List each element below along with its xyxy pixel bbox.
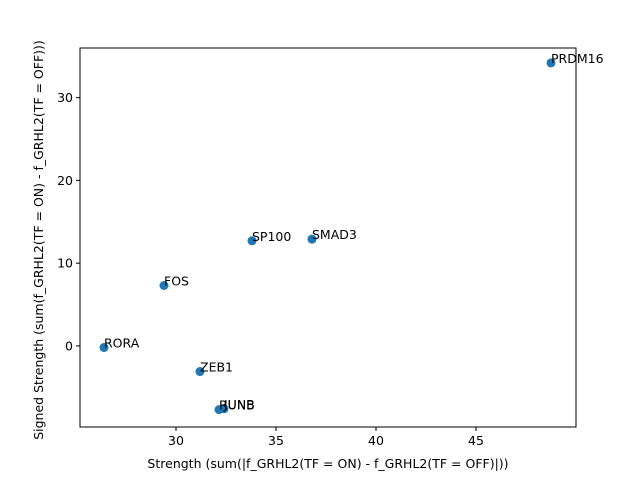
- point-label: PRDM16: [551, 51, 604, 66]
- point-label: RORA: [104, 336, 140, 351]
- y-tick-label: 20: [57, 173, 73, 188]
- data-points: [99, 58, 556, 415]
- point-label: JUNB: [223, 397, 255, 412]
- scatter-point: [247, 236, 257, 246]
- y-tick-label: 30: [57, 90, 73, 105]
- y-tick-label: 10: [57, 256, 73, 271]
- y-tick-label: 0: [65, 338, 73, 353]
- plot-frame: [79, 47, 577, 428]
- x-tick-label: 35: [268, 433, 284, 448]
- x-tick-label: 40: [368, 433, 384, 448]
- x-tick-label: 30: [168, 433, 184, 448]
- x-axis-title: Strength (sum(|f_GRHL2(TF = ON) - f_GRHL…: [147, 456, 508, 471]
- scatter-point: [307, 234, 317, 244]
- scatter-point: [214, 405, 224, 415]
- scatter-point: [159, 280, 169, 290]
- tick-marks: 30 35 40 45 0 10 20 30: [57, 90, 484, 448]
- scatter-point: [546, 58, 556, 68]
- point-label: ZEB1: [200, 360, 233, 375]
- point-label: SMAD3: [312, 227, 357, 242]
- point-label: RUNB: [219, 398, 255, 413]
- point-label: SP100: [252, 229, 291, 244]
- point-label: FOS: [164, 273, 189, 288]
- scatter-point: [195, 367, 205, 377]
- x-tick-label: 45: [468, 433, 484, 448]
- scatter-point: [99, 343, 109, 353]
- y-axis-title: Signed Strength (sum(f_GRHL2(TF = ON) - …: [31, 40, 46, 440]
